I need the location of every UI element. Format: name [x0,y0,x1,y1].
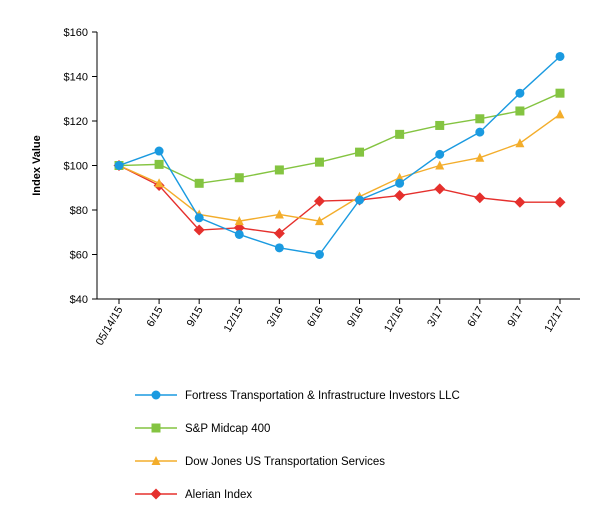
data-point [234,216,244,226]
data-point [274,243,284,253]
data-point [274,209,284,219]
data-point [394,190,406,202]
y-tick-label: $40 [70,294,88,306]
data-point [515,138,525,148]
data-point [234,229,244,239]
data-point [313,195,325,207]
legend-swatch-marker [151,390,161,400]
x-tick-label: 12/15 [222,305,246,335]
series-line [118,164,560,235]
axes-group [92,31,580,304]
x-tick-label: 9/15 [185,305,206,330]
data-point [475,127,485,137]
data-point [555,109,565,119]
legend: Fortress Transportation & Infrastructure… [135,390,460,501]
data-point [475,114,485,124]
data-point [434,183,446,195]
x-tick-label: 12/16 [382,305,406,335]
data-point [314,216,324,226]
data-point [435,160,445,170]
y-tick-label: $120 [64,116,88,128]
data-point [555,51,565,61]
data-point [273,227,285,239]
series-line [118,92,561,185]
data-point [475,152,485,162]
data-point [234,173,244,183]
data-point [194,213,204,223]
x-tick-label: 12/17 [542,305,566,335]
data-point [355,147,365,157]
x-tick-label: 05/14/15 [94,305,126,348]
legend-item: Dow Jones US Transportation Services [135,456,385,468]
legend-label: S&P Midcap 400 [185,423,270,435]
series-line [118,113,561,222]
x-tick-label: 3/16 [265,305,286,330]
series-line [118,55,561,256]
series-2 [114,109,565,226]
legend-swatch-marker [150,488,162,500]
y-axis-title: Index Value [31,135,43,196]
data-point [474,192,486,204]
x-tick-label: 6/15 [145,305,166,330]
x-tick-label: 6/17 [465,305,486,330]
data-point [435,120,445,130]
data-point [355,195,365,205]
legend-item: Fortress Transportation & Infrastructure… [135,390,460,402]
data-point [555,88,565,98]
data-point [395,129,405,139]
legend-swatch-marker [151,423,161,433]
data-point [395,178,405,188]
legend-label: Fortress Transportation & Infrastructure… [185,390,460,402]
data-point [274,165,284,175]
data-point [154,146,164,156]
data-point [435,149,445,159]
y-tick-label: $140 [64,72,88,84]
y-tick-label: $160 [64,27,88,39]
series-group [113,51,566,259]
x-tick-labels: 05/14/15 6/15 9/15 12/15 3/16 6/16 9/16 12/16 3/… [94,305,567,348]
series-0 [114,51,565,259]
x-tick-label: 3/17 [425,305,446,330]
legend-label: Dow Jones US Transportation Services [185,456,385,468]
data-point [554,196,566,208]
legend-label: Alerian Index [185,489,252,501]
data-point [514,196,526,208]
data-point [515,106,525,116]
legend-item: S&P Midcap 400 [135,423,270,435]
y-tick-label: $100 [64,161,88,173]
data-point [193,224,205,236]
data-point [194,178,204,188]
data-point [154,159,164,169]
legend-item: Alerian Index [135,488,252,501]
series-1 [114,88,565,188]
data-point [515,88,525,98]
y-tick-label: $80 [70,205,88,217]
data-point [154,178,164,188]
x-tick-label: 9/17 [505,305,526,330]
data-point [314,157,324,167]
data-point [114,161,124,170]
data-point [314,250,324,259]
x-tick-label: 9/16 [345,305,366,330]
y-tick-label: $60 [70,250,88,262]
legend-swatch-marker [151,456,161,465]
x-tick-label: 6/16 [305,305,326,330]
y-tick-labels: $40 $60 $80 $100 $120 $140 $160 [64,27,88,306]
